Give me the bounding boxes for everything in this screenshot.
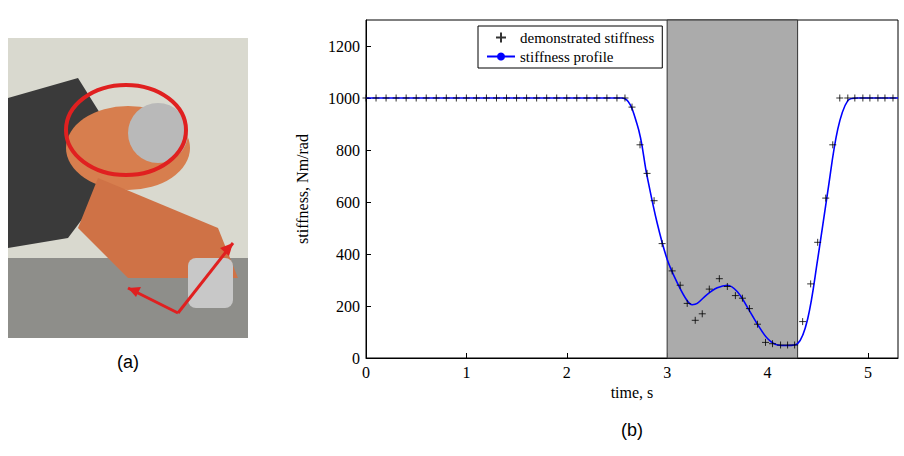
svg-text:600: 600 [336, 194, 360, 211]
svg-text:800: 800 [336, 142, 360, 159]
svg-text:0: 0 [352, 350, 360, 367]
svg-text:400: 400 [336, 246, 360, 263]
svg-text:5: 5 [864, 364, 872, 381]
svg-text:2: 2 [563, 364, 571, 381]
svg-text:0: 0 [362, 364, 370, 381]
svg-text:3: 3 [663, 364, 671, 381]
svg-text:time, s: time, s [611, 384, 654, 401]
svg-text:stiffness, Nm/rad: stiffness, Nm/rad [294, 134, 311, 244]
svg-text:demonstrated stiffness: demonstrated stiffness [520, 30, 654, 46]
svg-text:stiffness profile: stiffness profile [520, 49, 614, 65]
html-text:(b): (b) [621, 420, 643, 440]
html-text:(a): (a) [117, 352, 139, 372]
svg-text:1: 1 [462, 364, 470, 381]
svg-text:4: 4 [764, 364, 772, 381]
svg-text:1200: 1200 [328, 38, 360, 55]
svg-text:1000: 1000 [328, 90, 360, 107]
svg-text:200: 200 [336, 298, 360, 315]
